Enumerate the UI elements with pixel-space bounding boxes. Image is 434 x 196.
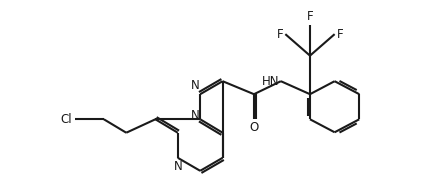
- Text: N: N: [174, 160, 182, 173]
- Text: Cl: Cl: [61, 113, 72, 126]
- Text: F: F: [307, 10, 313, 23]
- Text: F: F: [336, 28, 343, 41]
- Text: HN: HN: [262, 75, 279, 88]
- Text: N: N: [191, 79, 199, 92]
- Text: O: O: [250, 121, 259, 134]
- Text: N: N: [191, 109, 199, 122]
- Text: F: F: [277, 28, 283, 41]
